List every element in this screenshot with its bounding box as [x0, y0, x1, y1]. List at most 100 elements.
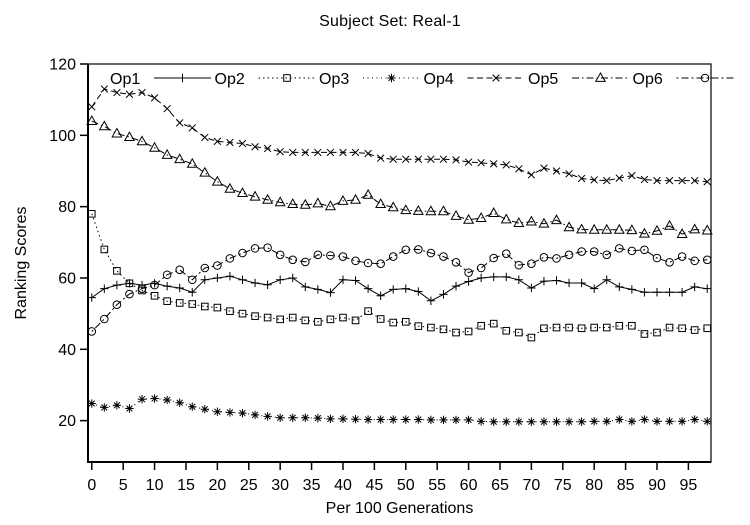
cross-marker	[100, 85, 109, 93]
legend-entry-op5: Op5	[528, 71, 629, 88]
x-axis: 0 5 10 15 20 25 30 35 40 45 50 55 60 65 70 75 80 85 90 95	[87, 462, 697, 494]
triangle-marker	[663, 219, 676, 230]
cross-marker	[665, 176, 674, 185]
circle-marker	[677, 252, 687, 261]
series-line	[91, 247, 708, 332]
square-marker	[283, 74, 291, 82]
cross-marker	[263, 144, 272, 153]
square-marker	[314, 318, 322, 326]
plus-marker	[401, 284, 410, 293]
cross-marker	[113, 88, 121, 97]
x-tick-label: 65	[491, 477, 509, 494]
square-marker	[452, 328, 460, 337]
asterisk-marker	[514, 417, 524, 426]
triangle-marker	[475, 212, 487, 222]
plus-marker	[363, 284, 373, 293]
triangle-marker	[337, 194, 349, 205]
triangle-marker	[437, 205, 450, 216]
cross-marker	[640, 175, 649, 184]
plus-marker	[288, 273, 297, 283]
circle-marker	[690, 256, 699, 266]
plus-marker	[564, 278, 574, 288]
triangle-marker	[651, 224, 663, 235]
circle-marker	[275, 250, 285, 260]
legend-label: Op2	[215, 71, 245, 88]
cross-marker	[678, 176, 686, 185]
circle-marker	[451, 257, 461, 267]
circle-marker	[200, 263, 210, 273]
triangle-marker	[488, 207, 500, 217]
circle-marker	[263, 243, 272, 252]
square-marker	[364, 307, 372, 315]
asterisk-marker	[100, 403, 109, 412]
square-marker	[590, 323, 598, 332]
square-marker	[690, 326, 699, 334]
square-marker	[565, 323, 573, 332]
plus-marker	[100, 284, 109, 293]
square-marker	[628, 321, 636, 330]
asterisk-marker	[426, 415, 436, 425]
circle-marker	[125, 289, 134, 299]
circle-marker	[338, 252, 348, 261]
cross-marker	[238, 139, 247, 148]
plus-marker	[489, 272, 498, 282]
plus-marker	[451, 281, 461, 291]
square-marker	[489, 319, 498, 328]
circle-marker	[564, 250, 574, 260]
cross-marker	[163, 104, 171, 113]
plus-marker	[464, 277, 473, 286]
triangle-marker	[149, 141, 161, 152]
cross-marker	[314, 148, 322, 157]
plus-marker	[213, 273, 222, 283]
cross-marker	[351, 148, 360, 157]
circle-marker	[388, 252, 398, 261]
triangle-marker	[224, 182, 236, 193]
plus-marker	[589, 284, 599, 293]
asterisk-marker	[439, 415, 448, 425]
asterisk-marker	[627, 417, 637, 426]
circle-marker	[376, 259, 385, 269]
asterisk-marker	[250, 410, 260, 420]
plus-marker	[389, 285, 398, 294]
circle-marker	[539, 252, 549, 262]
triangle-marker	[324, 200, 336, 211]
asterisk-marker	[188, 402, 197, 411]
plus-marker	[313, 285, 323, 294]
triangle-marker	[425, 205, 437, 216]
circle-marker	[175, 265, 184, 275]
asterisk-marker	[577, 417, 586, 426]
square-marker	[540, 324, 548, 333]
circle-marker	[501, 249, 511, 259]
asterisk-marker	[502, 417, 511, 426]
triangle-marker	[594, 71, 607, 82]
triangle-marker	[287, 198, 299, 209]
x-tick-label: 5	[119, 477, 128, 494]
legend-label: Op1	[110, 71, 140, 88]
plus-marker	[87, 293, 96, 302]
cross-marker	[125, 90, 134, 99]
square-marker	[238, 309, 247, 318]
legend-entry-op2: Op2	[215, 71, 316, 88]
plus-marker	[539, 276, 549, 286]
cross-marker	[703, 177, 711, 186]
square-marker	[464, 327, 473, 336]
x-tick-label: 25	[240, 477, 258, 494]
cross-marker	[653, 176, 661, 185]
cross-marker	[226, 138, 234, 147]
asterisk-marker	[238, 408, 247, 418]
square-marker	[615, 321, 624, 330]
x-tick-label: 95	[679, 477, 697, 494]
y-tick-label: 120	[49, 57, 76, 74]
cross-marker	[540, 164, 548, 172]
square-marker	[163, 297, 171, 305]
y-tick-label: 20	[58, 413, 76, 430]
y-tick-label: 100	[49, 128, 76, 145]
triangle-marker	[412, 204, 424, 215]
square-marker	[150, 292, 159, 300]
series-line	[91, 397, 708, 423]
x-tick-label: 45	[365, 477, 383, 494]
asterisk-marker	[225, 408, 235, 417]
square-marker	[226, 307, 234, 315]
plus-marker	[250, 278, 260, 288]
triangle-marker	[375, 198, 387, 209]
